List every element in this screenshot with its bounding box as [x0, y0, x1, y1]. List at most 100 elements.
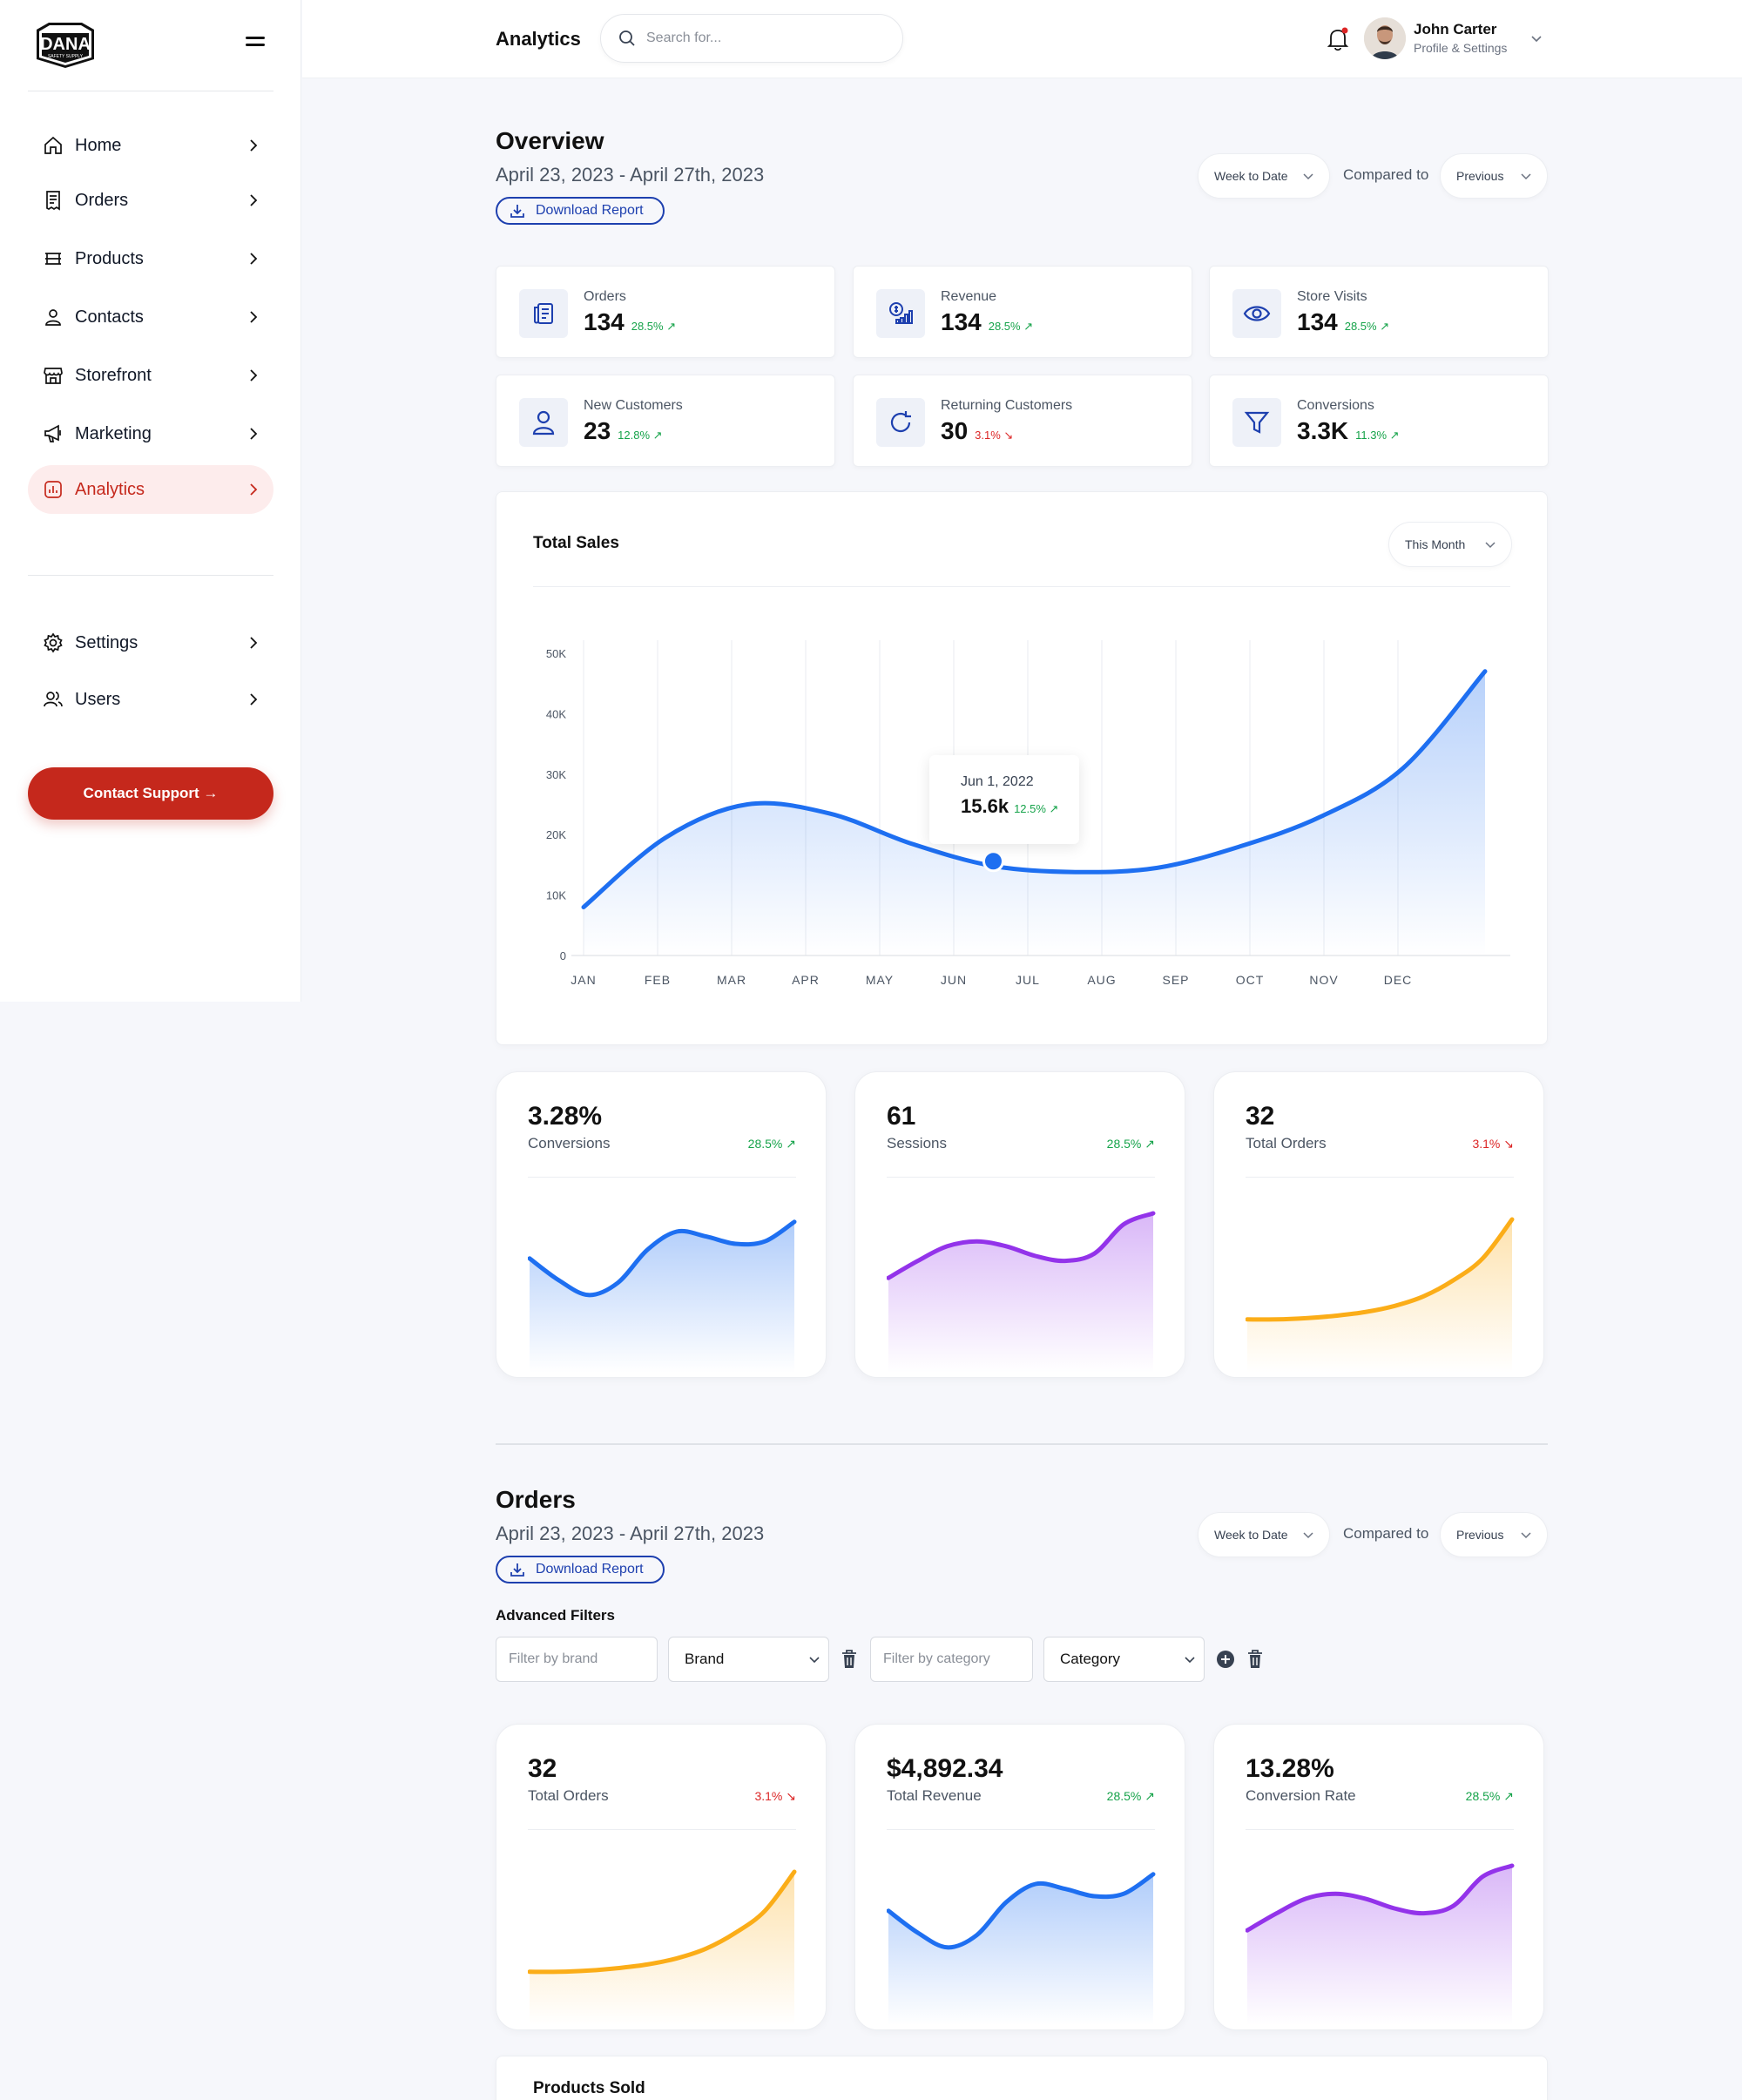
- y-tick-label: 10K: [546, 889, 566, 902]
- x-tick-label: JUL: [1016, 973, 1040, 987]
- x-tick-label: FEB: [645, 973, 671, 987]
- mini-card-total-orders[interactable]: 32 Total Orders 3.1% ↘: [496, 1724, 827, 2030]
- mini-card-conversions[interactable]: 3.28% Conversions 28.5% ↗: [496, 1071, 827, 1378]
- mini-card-total-revenue[interactable]: $4,892.34 Total Revenue 28.5% ↗: [854, 1724, 1185, 2030]
- divider: [533, 586, 1510, 587]
- trash-icon[interactable]: [841, 1650, 857, 1669]
- svg-text:SAFETY SUPPLY: SAFETY SUPPLY: [48, 54, 84, 59]
- brand-select[interactable]: Brand: [668, 1637, 829, 1682]
- x-tick-label: MAR: [717, 973, 746, 987]
- chevron-down-icon[interactable]: [1530, 35, 1543, 44]
- trash-icon[interactable]: [1247, 1650, 1263, 1669]
- download-report-button[interactable]: Download Report: [496, 1556, 665, 1583]
- y-tick-label: 20K: [546, 828, 566, 841]
- orders-title: Orders: [496, 1486, 576, 1513]
- stat-card-conversions[interactable]: Conversions 3.3K 11.3% ↗: [1209, 375, 1549, 467]
- sidebar-item-orders[interactable]: Orders: [28, 176, 273, 225]
- svg-text:DANA: DANA: [40, 35, 91, 54]
- box-icon: [42, 247, 64, 270]
- sidebar-item-products[interactable]: Products: [28, 234, 273, 283]
- sidebar-item-label: Home: [75, 135, 122, 155]
- search-box[interactable]: [600, 14, 903, 63]
- sidebar-item-storefront[interactable]: Storefront: [28, 351, 273, 400]
- stat-card-new-customers[interactable]: New Customers 23 12.8% ↗: [496, 375, 835, 467]
- download-report-button[interactable]: Download Report: [496, 197, 665, 225]
- sparkline-area: [888, 1213, 1153, 1373]
- user-subtitle[interactable]: Profile & Settings: [1414, 41, 1508, 55]
- menu-toggle-icon[interactable]: [246, 37, 265, 49]
- sparkline-line: [528, 1869, 797, 1975]
- gear-icon: [42, 631, 64, 654]
- sparkline-chart: [1246, 1863, 1515, 2025]
- series-line: [581, 669, 1488, 909]
- dana-logo[interactable]: DANA SAFETY SUPPLY: [31, 21, 99, 70]
- sidebar-item-marketing[interactable]: Marketing: [28, 409, 273, 458]
- stat-card-revenue[interactable]: Revenue 134 28.5% ↗: [853, 266, 1192, 358]
- sidebar-item-label: Marketing: [75, 423, 152, 443]
- sidebar-item-home[interactable]: Home: [28, 121, 273, 170]
- stat-card-returning-customers[interactable]: Returning Customers 30 3.1% ↘: [853, 375, 1192, 467]
- brand-filter-input[interactable]: [496, 1637, 658, 1682]
- compare-select[interactable]: Previous: [1440, 1512, 1548, 1557]
- user-icon: [519, 398, 568, 447]
- sparkline-line: [528, 1219, 797, 1298]
- avatar[interactable]: [1364, 17, 1406, 59]
- overview-title: Overview: [496, 127, 604, 154]
- sidebar-item-settings[interactable]: Settings: [28, 618, 273, 667]
- stat-card-orders[interactable]: Orders 134 28.5% ↗: [496, 266, 835, 358]
- divider: [887, 1177, 1155, 1178]
- stat-card-store-visits[interactable]: Store Visits 134 28.5% ↗: [1209, 266, 1549, 358]
- chevron-right-icon: [250, 194, 258, 206]
- chevron-down-icon: [1521, 1532, 1531, 1539]
- divider: [887, 1829, 1155, 1830]
- chevron-down-icon: [1303, 173, 1313, 180]
- sidebar-item-contacts[interactable]: Contacts: [28, 293, 273, 341]
- user-name[interactable]: John Carter: [1414, 21, 1497, 37]
- add-filter-icon[interactable]: [1216, 1650, 1235, 1669]
- divider: [28, 575, 273, 576]
- sparkline-area: [530, 1221, 794, 1373]
- sparkline-chart: [528, 1219, 797, 1373]
- y-tick-label: 40K: [546, 707, 566, 720]
- sidebar-item-label: Settings: [75, 632, 138, 652]
- divider: [528, 1829, 796, 1830]
- total-sales-period-select[interactable]: This Month: [1388, 522, 1512, 567]
- sparkline-line: [887, 1211, 1156, 1280]
- refresh-icon: [876, 398, 925, 447]
- mini-card-sessions[interactable]: 61 Sessions 28.5% ↗: [854, 1071, 1185, 1378]
- chevron-down-icon: [809, 1657, 820, 1664]
- mini-card-conversion-rate[interactable]: 13.28% Conversion Rate 28.5% ↗: [1213, 1724, 1544, 2030]
- chevron-right-icon: [250, 369, 258, 382]
- category-select[interactable]: Category: [1043, 1637, 1205, 1682]
- compared-to-label: Compared to: [1343, 1525, 1429, 1542]
- sparkline-chart: [887, 1211, 1156, 1373]
- category-filter-input[interactable]: [870, 1637, 1033, 1682]
- orders-date-range: April 23, 2023 - April 27th, 2023: [496, 1523, 765, 1544]
- highlight-point[interactable]: [982, 850, 1004, 873]
- sparkline-line: [1246, 1217, 1515, 1322]
- mini-card-total-orders[interactable]: 32 Total Orders 3.1% ↘: [1213, 1071, 1544, 1378]
- divider: [1246, 1177, 1514, 1178]
- contact-support-button[interactable]: Contact Support →: [28, 767, 273, 820]
- chevron-right-icon: [250, 693, 258, 706]
- total-sales-title: Total Sales: [533, 534, 619, 552]
- sidebar-item-label: Orders: [75, 190, 129, 210]
- y-tick-label: 50K: [546, 647, 566, 660]
- chevron-right-icon: [250, 637, 258, 649]
- sidebar-item-label: Analytics: [75, 479, 145, 499]
- period-select[interactable]: Week to Date: [1198, 153, 1330, 199]
- receipt-icon: [519, 289, 568, 338]
- search-icon: [619, 30, 635, 46]
- sidebar-item-analytics[interactable]: Analytics: [28, 465, 273, 514]
- compare-select[interactable]: Previous: [1440, 153, 1548, 199]
- sidebar-item-users[interactable]: Users: [28, 675, 273, 724]
- period-select[interactable]: Week to Date: [1198, 1512, 1330, 1557]
- bell-icon[interactable]: [1327, 27, 1349, 51]
- divider: [528, 1177, 796, 1178]
- sparkline-chart: [528, 1869, 797, 2025]
- chart-icon: [42, 478, 64, 501]
- compared-to-label: Compared to: [1343, 166, 1429, 183]
- chevron-down-icon: [1303, 1532, 1313, 1539]
- search-input[interactable]: [646, 30, 873, 46]
- sparkline-area: [530, 1872, 794, 2025]
